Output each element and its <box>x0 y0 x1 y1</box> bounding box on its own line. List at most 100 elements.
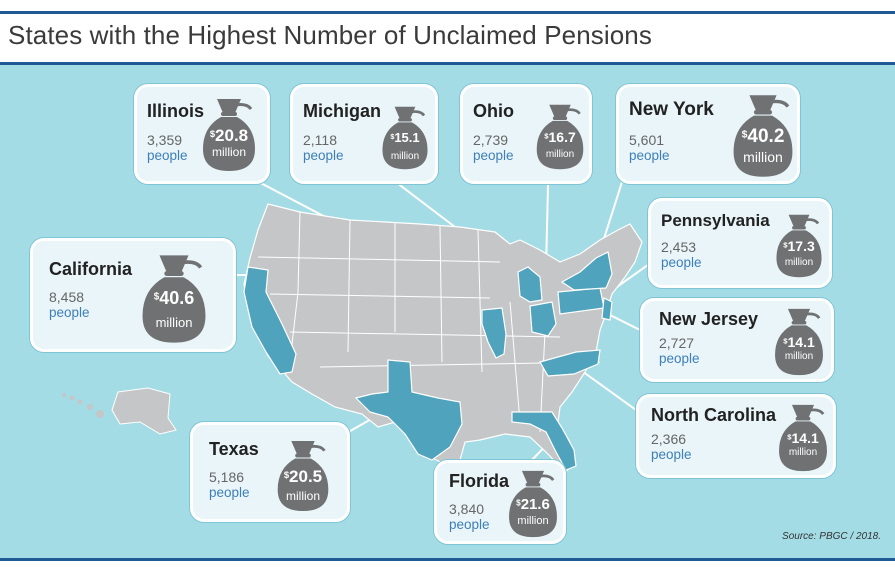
amount-value: $17.3 <box>773 238 825 254</box>
state-shape-california <box>243 266 297 375</box>
amount-unit: million <box>545 149 575 160</box>
currency-symbol: $ <box>787 432 792 442</box>
state-shape-new-york <box>560 251 613 291</box>
money-bag-icon <box>509 470 557 538</box>
state-name: Ohio <box>473 101 514 121</box>
state-card-california: California 8,458 people $40.6 million <box>30 238 236 352</box>
currency-symbol: $ <box>783 336 788 346</box>
us-map <box>62 169 653 473</box>
amount-bag: $14.1 million <box>771 307 827 377</box>
connector-new-jersey <box>607 313 645 333</box>
people-label: people <box>209 485 250 500</box>
amount-bag: $15.1 million <box>379 105 431 171</box>
amount-bag: $40.2 million <box>729 93 797 179</box>
amount-bag: $20.5 million <box>269 439 337 513</box>
state-card-pennsylvania: Pennsylvania 2,453 people $17.3 million <box>648 198 832 288</box>
currency-symbol: $ <box>153 291 160 303</box>
amount-value: $16.7 <box>533 129 587 145</box>
amount-number: 40.6 <box>159 288 195 308</box>
state-card-new-jersey: New Jersey 2,727 people $14.1 million <box>640 298 834 382</box>
money-bag-icon <box>203 99 255 171</box>
amount-value: $15.1 <box>379 130 431 145</box>
currency-symbol: $ <box>283 469 290 480</box>
state-shape-illinois <box>481 307 507 359</box>
people-label: people <box>147 148 188 163</box>
state-shape-michigan <box>517 266 543 303</box>
people-count: 5,186 <box>209 469 245 485</box>
money-bag-icon <box>382 106 428 170</box>
state-card-new-york: New York 5,601 people $40.2 million <box>616 84 800 184</box>
state-card-ohio: Ohio 2,739 people $16.7 million <box>460 84 592 184</box>
state-name: Florida <box>449 471 510 491</box>
money-bag-icon <box>142 255 206 343</box>
people-label: people <box>449 517 490 532</box>
money-bag-icon <box>779 404 827 472</box>
state-card-michigan: Michigan 2,118 people $15.1 million <box>290 84 438 184</box>
header-rule <box>0 62 895 65</box>
currency-symbol: $ <box>741 129 748 141</box>
people-label: people <box>661 255 702 270</box>
top-rule <box>0 11 895 14</box>
amount-bag: $17.3 million <box>773 213 825 279</box>
people-label: people <box>629 148 670 163</box>
amount-number: 17.3 <box>787 238 815 254</box>
amount-value: $40.2 <box>729 126 797 148</box>
amount-value: $21.6 <box>505 496 561 513</box>
state-shape-florida <box>511 411 577 471</box>
money-bag-icon <box>776 214 822 278</box>
state-card-illinois: Illinois 3,359 people $20.8 million <box>134 84 270 184</box>
currency-symbol: $ <box>390 132 395 141</box>
state-card-north-carolina: North Carolina 2,366 people $14.1 million <box>636 394 836 478</box>
amount-number: 15.1 <box>394 130 420 145</box>
amount-unit: million <box>390 151 420 162</box>
amount-unit: million <box>517 515 549 527</box>
amount-number: 14.1 <box>791 430 819 446</box>
people-count: 2,727 <box>659 335 695 351</box>
amount-value: $14.1 <box>771 334 827 350</box>
amount-value: $20.5 <box>269 467 337 487</box>
amount-bag: $16.7 million <box>533 103 587 171</box>
amount-unit: million <box>211 145 246 159</box>
money-bag-icon <box>775 308 823 376</box>
people-count: 2,453 <box>661 239 697 255</box>
currency-symbol: $ <box>783 240 788 250</box>
state-name: New York <box>629 99 714 120</box>
currency-symbol: $ <box>209 128 216 139</box>
people-count: 8,458 <box>49 289 85 305</box>
state-name: Illinois <box>147 101 205 121</box>
amount-bag: $14.1 million <box>775 403 831 473</box>
people-count: 2,118 <box>303 132 337 148</box>
chart-title: States with the Highest Number of Unclai… <box>8 20 652 50</box>
people-count: 2,739 <box>473 132 509 148</box>
state-card-texas: Texas 5,186 people $20.5 million <box>190 422 350 522</box>
people-count: 2,366 <box>651 431 687 447</box>
state-name: North Carolina <box>651 405 777 425</box>
people-label: people <box>49 305 90 320</box>
amount-value: $20.8 <box>199 126 259 146</box>
people-label: people <box>659 351 700 366</box>
people-label: people <box>303 148 344 163</box>
amount-number: 21.6 <box>520 496 550 513</box>
state-shape-north-carolina <box>539 349 601 377</box>
money-bag-icon <box>277 440 329 512</box>
amount-unit: million <box>784 351 814 362</box>
state-shape-new-jersey <box>601 297 613 321</box>
connector-north-carolina <box>574 365 637 411</box>
currency-symbol: $ <box>516 498 521 508</box>
amount-bag: $40.6 million <box>135 253 213 345</box>
map-panel: Illinois 3,359 people $20.8 million Michigan 2… <box>0 62 895 558</box>
people-count: 5,601 <box>629 132 665 148</box>
amount-unit: million <box>784 257 814 268</box>
amount-unit: million <box>285 489 320 503</box>
amount-number: 16.7 <box>548 129 576 145</box>
state-name: Michigan <box>303 101 382 121</box>
state-name: California <box>49 259 133 279</box>
people-label: people <box>651 447 692 462</box>
bottom-rule <box>0 558 895 561</box>
amount-bag: $21.6 million <box>505 469 561 539</box>
people-count: 3,359 <box>147 132 183 148</box>
state-shape-texas <box>354 359 463 461</box>
alaska-shape <box>111 387 177 435</box>
amount-value: $14.1 <box>775 430 831 446</box>
money-bag-icon <box>536 104 584 170</box>
